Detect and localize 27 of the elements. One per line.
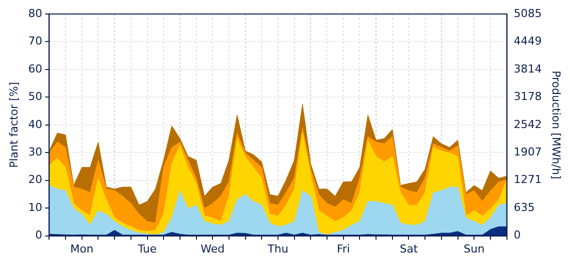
y2-tick-label: 3178 (514, 90, 542, 104)
y-tick-label: 30 (28, 145, 42, 158)
y-tick-label: 50 (28, 90, 42, 104)
x-tick-label: Tue (136, 242, 157, 256)
x-tick-label: Wed (200, 242, 225, 256)
y-tick-label: 0 (35, 228, 42, 242)
y-tick-label: 20 (28, 173, 42, 186)
y2-tick-label: 635 (514, 200, 535, 214)
y2-tick-label: 1907 (514, 145, 542, 158)
x-tick-label: Mon (70, 242, 94, 256)
y-tick-label: 10 (28, 200, 42, 214)
y-tick-label: 40 (28, 118, 42, 131)
x-tick-label: Sat (400, 242, 418, 256)
y2-tick-label: 3814 (514, 62, 542, 76)
y2-axis-title: Production [MWh/h] (550, 70, 563, 180)
y-tick-label: 80 (28, 6, 42, 20)
x-tick-label: Sun (464, 242, 485, 256)
y2-tick-label: 4449 (514, 34, 542, 48)
y-tick-label: 70 (28, 34, 42, 48)
y2-tick-label: 0 (514, 228, 521, 242)
y2-tick-label: 5085 (514, 6, 542, 20)
x-tick-label: Thu (266, 242, 288, 256)
y-tick-label: 60 (28, 62, 42, 76)
y2-tick-label: 2542 (514, 118, 542, 131)
y-axis-title: Plant factor [%] (7, 82, 20, 168)
y2-tick-label: 1271 (514, 173, 542, 186)
x-tick-label: Fri (336, 242, 350, 256)
